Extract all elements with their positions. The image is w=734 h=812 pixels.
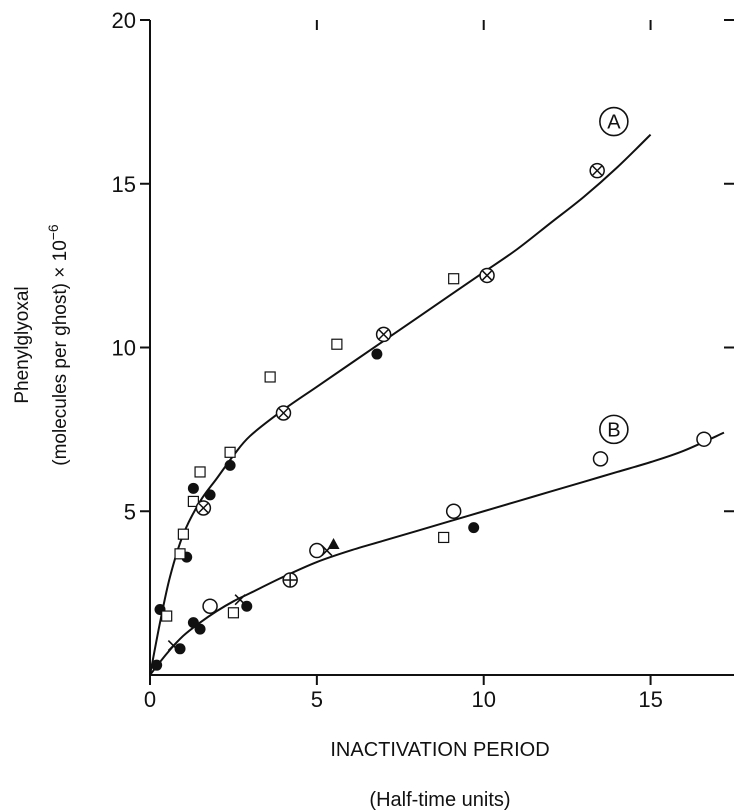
label-ring [599, 106, 629, 137]
y-axis-subtitle-main: (molecules per ghost) × 10 [50, 240, 71, 465]
marker-circle-x [479, 267, 495, 284]
marker-x-stroke [234, 594, 246, 606]
marker-square [161, 610, 173, 622]
marker-cross [167, 639, 179, 652]
curve-a [149, 133, 652, 676]
marker-square [448, 273, 460, 285]
y-axis-title: Phenylglyoxal [12, 286, 33, 403]
marker-filled-circle [187, 482, 199, 494]
marker-square [174, 548, 186, 560]
marker-square [187, 495, 199, 508]
marker-filled-triangle [327, 538, 340, 549]
marker-square [224, 446, 236, 458]
marker-filled-circle [224, 459, 236, 471]
marker-open-square [194, 466, 206, 478]
y-axis-subtitle: (molecules per ghost) × 10−6 [45, 224, 71, 466]
data-markers [151, 162, 712, 671]
marker-open-circle [309, 542, 325, 559]
y-tick-label: 15 [112, 172, 136, 197]
marker-open-circle [696, 431, 712, 447]
marker-dot [224, 459, 236, 471]
marker-x-stroke [278, 407, 289, 419]
marker-dot [174, 643, 186, 655]
marker-dot [468, 522, 480, 534]
marker-square [177, 528, 189, 540]
marker-open-square [227, 607, 240, 619]
marker-circle-plus [282, 572, 298, 588]
marker-open-square [438, 531, 450, 544]
x-tick-label: 5 [311, 687, 323, 712]
marker-open-square [448, 273, 460, 285]
curve-label-b: B [599, 414, 629, 445]
marker-x-stroke [378, 329, 389, 340]
marker-filled-circle [174, 643, 186, 655]
marker-open-square [331, 338, 343, 350]
x-tick-label: 0 [144, 687, 156, 712]
x-tick-label: 10 [471, 687, 495, 712]
marker-circle-x [195, 500, 212, 516]
marker-filled-circle [151, 659, 163, 671]
marker-open-square [177, 528, 189, 540]
y-tick-label: 20 [112, 8, 136, 33]
axes: 0 5 10 15 5 10 15 20 [112, 8, 734, 712]
marker-ring [445, 503, 462, 519]
marker-ring [202, 598, 218, 614]
axis-titles: INACTIVATION PERIOD (Half-time units) Ph… [12, 224, 550, 811]
marker-filled-circle [371, 348, 383, 360]
marker-dot [371, 348, 383, 360]
marker-ring [592, 451, 609, 467]
label-text: A [607, 112, 621, 134]
marker-square [227, 607, 240, 619]
marker-x-stroke [592, 165, 603, 176]
marker-circle-x [275, 405, 292, 421]
marker-filled-circle [204, 489, 216, 501]
curve-label-a: A [599, 106, 629, 137]
marker-cross [234, 594, 246, 606]
y-tick-label: 5 [124, 499, 136, 524]
marker-ring [309, 542, 325, 559]
marker-dot [194, 623, 206, 635]
marker-x-stroke [482, 270, 493, 281]
x-axis-title: INACTIVATION PERIOD [330, 739, 549, 761]
marker-square [264, 371, 276, 383]
fitted-curves [149, 133, 725, 676]
marker-square [438, 531, 450, 544]
marker-filled-circle [468, 522, 480, 534]
marker-open-square [187, 495, 199, 508]
marker-open-square [264, 371, 276, 383]
marker-open-circle [445, 503, 462, 519]
marker-triangle [327, 538, 340, 549]
marker-dot [204, 489, 216, 501]
label-ring [599, 414, 629, 445]
marker-circle-x [589, 162, 605, 179]
marker-square [331, 338, 343, 350]
curve-b [149, 431, 725, 676]
x-tick-label: 15 [638, 687, 662, 712]
y-axis-exponent: −6 [45, 224, 61, 240]
marker-open-square [174, 548, 186, 560]
marker-open-square [161, 610, 173, 622]
marker-x-stroke [198, 502, 209, 514]
curve-annotations: AB [599, 106, 629, 445]
x-axis-subtitle: (Half-time units) [369, 789, 510, 811]
marker-x-stroke [167, 639, 179, 652]
marker-dot [187, 482, 199, 494]
marker-ring [696, 431, 712, 447]
y-tick-label: 10 [112, 336, 136, 361]
marker-open-circle [202, 598, 218, 614]
marker-open-circle [592, 451, 609, 467]
label-text: B [607, 419, 620, 441]
marker-square [194, 466, 206, 478]
marker-filled-circle [194, 623, 206, 635]
marker-circle-x [375, 326, 392, 343]
marker-dot [151, 659, 163, 671]
marker-open-square [224, 446, 236, 458]
